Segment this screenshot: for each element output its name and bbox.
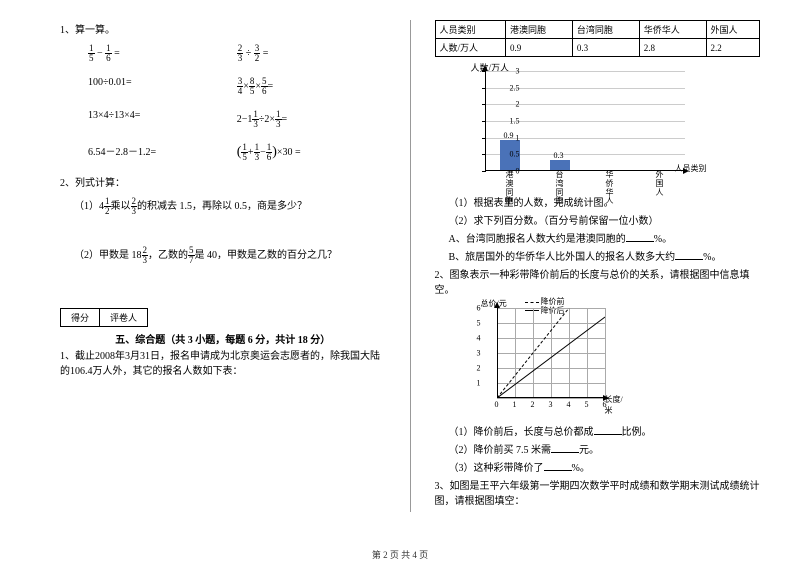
chart1-ytick: 1 [516,133,520,142]
line-chart: 总价/元 降价前 降价后 长度/米 1234560123456 [475,302,625,422]
data-table: 人员类别 港澳同胞 台湾同胞 华侨华人 外国人 人数/万人 0.9 0.3 2.… [435,20,761,57]
q2-1: （1）412乘以23的积减去 1.5，再除以 0.5，商是多少？ [60,197,386,216]
th-foreign: 外国人 [706,21,759,39]
chart2-xtick: 5 [585,400,589,409]
eq-d: 34×85×56= [237,77,386,96]
cell-v1: 0.9 [506,39,573,57]
chart1-xlabel: 人员类别 [675,163,707,174]
q2-title: 2、列式计算： [60,176,386,191]
chart1-category: 外国人 [653,171,667,197]
r-q1-2: （2）求下列百分数。（百分号前保留一位小数） [435,214,761,229]
chart1-ytick: 3 [516,67,520,76]
chart1-bar-value: 0.9 [504,131,514,140]
chart2-ytick: 3 [477,349,481,358]
r-q1-B: B、旅居国外的华侨华人比外国人的报名人数多大约%。 [435,250,761,265]
cell-v3: 2.8 [639,39,706,57]
chart2-ytick: 5 [477,319,481,328]
q1-title: 1、算一算。 [60,23,386,38]
chart2-ytick: 4 [477,334,481,343]
chart2-xtick: 4 [567,400,571,409]
th-overseas: 华侨华人 [639,21,706,39]
chart1-ytick: 1.5 [510,117,520,126]
column-divider [410,20,411,512]
eq-c: 100÷0.01= [88,77,237,96]
chart1-category: 港澳同胞 [503,171,517,206]
chart1-bar [550,160,570,170]
eq-e: 13×4÷13×4= [88,110,237,129]
th-category: 人员类别 [435,21,506,39]
cell-v4: 2.2 [706,39,759,57]
chart2-ytick: 1 [477,379,481,388]
comp-q1: 1、截止2008年3月31日，报名申请成为北京奥运会志愿者的，除我国大陆的106… [60,349,386,379]
chart2-xtick: 3 [549,400,553,409]
th-tw: 台湾同胞 [572,21,639,39]
r-q2-3: （3）这种彩带降价了%。 [435,461,761,476]
r-q2-2: （2）降价前买 7.5 米需元。 [435,443,761,458]
eq-g: 6.54－2.8－1.2= [88,143,237,162]
eq-h: (15+13−16)×30 = [237,143,386,162]
r-q3: 3、如图是王平六年级第一学期四次数学平时成绩和数学期末测试成绩统计图，请根据图填… [435,479,761,509]
chart2-xtick: 1 [513,400,517,409]
chart2-xlabel: 长度/米 [605,394,625,416]
chart2-xtick: 0 [495,400,499,409]
eq-a: 15 − 16 = [88,44,237,63]
th-hk: 港澳同胞 [506,21,573,39]
row-label: 人数/万人 [435,39,506,57]
chart1-ytick: 0.5 [510,150,520,159]
chart1-ytick: 2 [516,100,520,109]
r-q1-A: A、台湾同胞报名人数大约是港澳同胞的%。 [435,232,761,247]
r-q2: 2、图象表示一种彩带降价前后的长度与总价的关系，请根据图中信息填空。 [435,268,761,298]
chart2-xtick: 2 [531,400,535,409]
chart2-xtick: 6 [603,400,607,409]
section-5-title: 五、综合题（共 3 小题，每题 6 分，共计 18 分） [60,331,386,346]
r-q1-1: （1）根据表里的人数，完成统计图。 [435,196,761,211]
chart2-lines [497,308,605,398]
r-q2-1: （1）降价前后，长度与总价都成比例。 [435,425,761,440]
bar-chart: 人数/万人 人员类别 00.511.522.53港澳同胞台湾同胞华侨华人外国人0… [455,63,695,193]
eq-f: 2−113÷2×13= [237,110,386,129]
arrow-right-icon [683,168,689,174]
chart1-ytick: 2.5 [510,83,520,92]
eq-b: 23 ÷ 32 = [237,44,386,63]
q2-2: （2）甲数是 1823，乙数的57是 40，甲数是乙数的百分之几？ [60,246,386,265]
chart1-category: 华侨华人 [603,171,617,206]
left-column: 1、算一算。 15 − 16 = 23 ÷ 32 = 100÷0.01= 34×… [60,20,386,512]
page-footer: 第 2 页 共 4 页 [0,548,800,561]
cell-v2: 0.3 [572,39,639,57]
chart1-bar-value: 0.3 [554,151,564,160]
score-label: 得分 [61,309,100,326]
chart2-ytick: 6 [477,304,481,313]
score-box: 得分 评卷人 [60,308,148,327]
right-column: 人员类别 港澳同胞 台湾同胞 华侨华人 外国人 人数/万人 0.9 0.3 2.… [435,20,761,512]
chart2-ytick: 2 [477,364,481,373]
reviewer-label: 评卷人 [100,309,147,326]
chart1-category: 台湾同胞 [553,171,567,206]
